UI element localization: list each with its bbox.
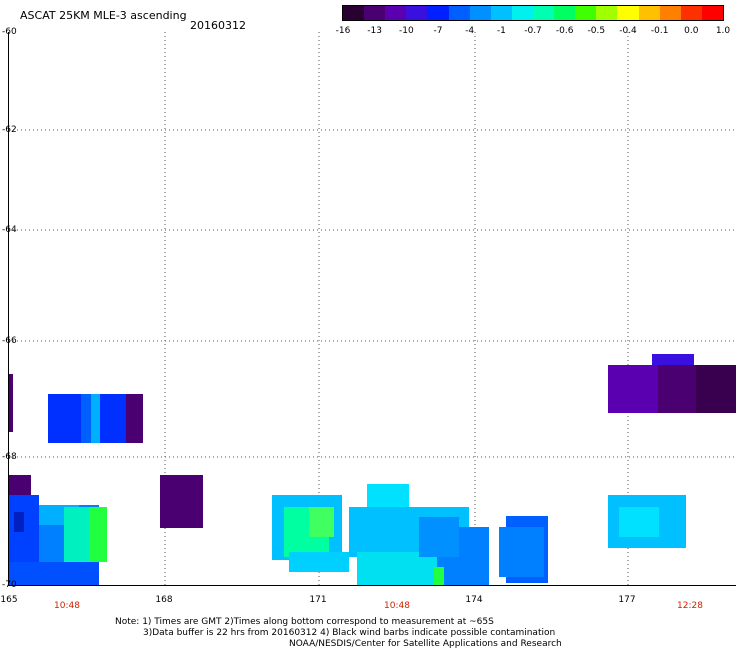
wind-cell — [419, 517, 459, 557]
colorbar-tick-label: -10 — [398, 26, 414, 36]
wind-cell — [9, 475, 31, 500]
lat-label: -62 — [2, 125, 17, 135]
colorbar-tick-label: -0.5 — [587, 26, 606, 36]
colorbar-swatch — [511, 6, 533, 20]
colorbar-tick-label: -4 — [465, 26, 475, 36]
time-label: 10:48 — [384, 601, 410, 611]
colorbar-tick-label: -1 — [496, 26, 506, 36]
colorbar-swatch — [406, 6, 428, 20]
colorbar-tick-label: 0.0 — [684, 26, 699, 36]
colorbar-swatch — [701, 6, 723, 20]
wind-cell — [608, 365, 658, 413]
lon-label: 177 — [618, 595, 636, 605]
lon-label: 168 — [155, 595, 173, 605]
colorbar-tick-label: -0.1 — [650, 26, 669, 36]
wind-cell — [100, 394, 126, 443]
lon-label: 165 — [0, 595, 18, 605]
wind-cell — [434, 567, 444, 585]
colorbar-swatch — [554, 6, 576, 20]
note-line-1: Note: 1) Times are GMT 2)Times along bot… — [115, 617, 494, 627]
colorbar-swatch — [638, 6, 660, 20]
colorbar-swatch — [490, 6, 512, 20]
lat-label: -64 — [2, 225, 17, 235]
wind-cell — [48, 394, 81, 443]
lat-label: -68 — [2, 452, 17, 462]
wind-cell — [9, 562, 99, 585]
colorbar-swatch — [659, 6, 681, 20]
note-line-2: 3)Data buffer is 22 hrs from 20160312 4)… — [143, 628, 556, 638]
colorbar-swatch — [575, 6, 597, 20]
colorbar-swatch — [343, 6, 365, 20]
wind-cell — [126, 394, 143, 443]
wind-cell — [14, 512, 24, 532]
lat-label: -70 — [2, 580, 17, 590]
lon-label: 171 — [309, 595, 327, 605]
note-line-3: NOAA/NESDIS/Center for Satellite Applica… — [289, 639, 562, 649]
map-grid-svg — [9, 32, 736, 585]
lat-label: -66 — [2, 336, 17, 346]
colorbar-tick-label: -0.7 — [524, 26, 542, 36]
colorbar-tick-label: -7 — [433, 26, 443, 36]
wind-cell — [289, 552, 349, 572]
colorbar-swatch — [596, 6, 618, 20]
map-plot-area — [8, 32, 736, 586]
map-title: ASCAT 25KM MLE-3 ascending — [20, 9, 187, 22]
wind-cell — [619, 507, 659, 537]
wind-cell — [81, 394, 91, 443]
wind-cell — [89, 507, 107, 562]
colorbar-swatch — [364, 6, 386, 20]
wind-cell — [91, 394, 100, 443]
wind-cell — [357, 552, 437, 585]
wind-cell — [160, 475, 203, 528]
colorbar-swatch — [385, 6, 407, 20]
time-label: 10:48 — [54, 601, 80, 611]
wind-cell — [309, 507, 334, 537]
wind-cell — [9, 374, 13, 432]
time-label: 12:28 — [677, 601, 703, 611]
colorbar-swatch — [448, 6, 470, 20]
colorbar-swatch — [532, 6, 555, 20]
colorbar-tick-label: 1.0 — [715, 26, 731, 36]
colorbar-swatch — [427, 6, 449, 20]
colorbar-tick-label: -0.6 — [555, 26, 574, 36]
colorbar-swatch — [680, 6, 702, 20]
lat-label: -60 — [2, 27, 17, 37]
wind-cell — [499, 527, 544, 577]
colorbar-tick-label: -0.4 — [619, 26, 637, 36]
colorbar-tick-label: -16 — [335, 26, 351, 36]
colorbar-swatch — [617, 6, 639, 20]
wind-cell — [652, 354, 694, 366]
lon-label: 174 — [465, 595, 483, 605]
colorbar-swatch — [469, 6, 491, 20]
map-date: 20160312 — [190, 19, 246, 32]
wind-cell — [696, 365, 736, 413]
colorbar-tick-label: -13 — [367, 26, 383, 36]
colorbar — [342, 5, 724, 21]
